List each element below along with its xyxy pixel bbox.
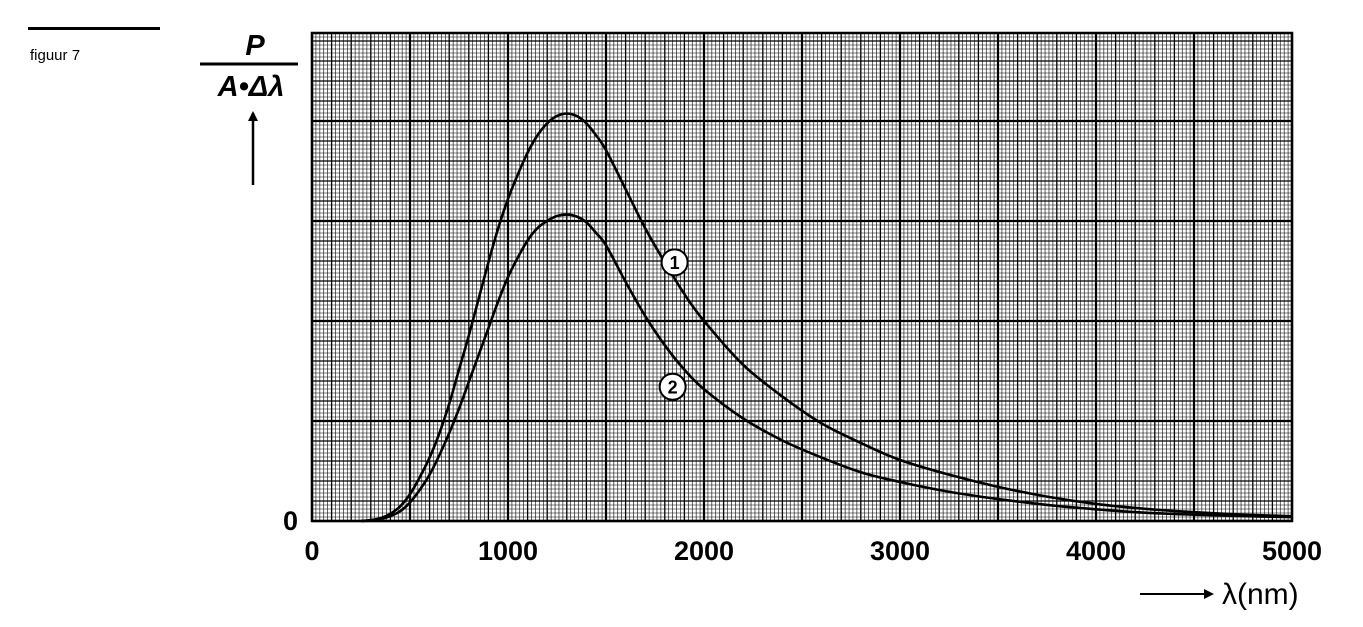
curve-labels: 12: [658, 248, 689, 401]
x-axis-label: λ(nm): [1222, 578, 1299, 611]
y-tick-label-0: 0: [283, 506, 298, 536]
curve-label-1: 1: [670, 253, 680, 273]
curve-label-circle-1: [660, 248, 689, 277]
curve-label-2: 2: [668, 377, 678, 397]
y-axis-label-denominator: A•Δλ: [217, 71, 285, 103]
series-line-1: [360, 112, 1293, 523]
plot-frame: [310, 31, 1294, 523]
figure-label: figuur 7: [30, 47, 81, 64]
top-rule: [28, 27, 160, 30]
x-tick-label: 5000: [1262, 536, 1322, 566]
x-tick-label: 4000: [1066, 536, 1126, 566]
x-tick-labels: 0 1000 2000 3000 4000 5000: [304, 536, 1322, 566]
curve-label-circle-2: [658, 372, 687, 401]
y-axis-label-numerator: P: [245, 30, 265, 62]
x-tick-label: 2000: [674, 536, 734, 566]
x-tick-label: 0: [304, 536, 319, 566]
series-line-2: [360, 213, 1293, 523]
x-tick-label: 1000: [478, 536, 538, 566]
curves: [360, 112, 1293, 523]
grid: [310, 31, 1294, 523]
x-tick-label: 3000: [870, 536, 930, 566]
